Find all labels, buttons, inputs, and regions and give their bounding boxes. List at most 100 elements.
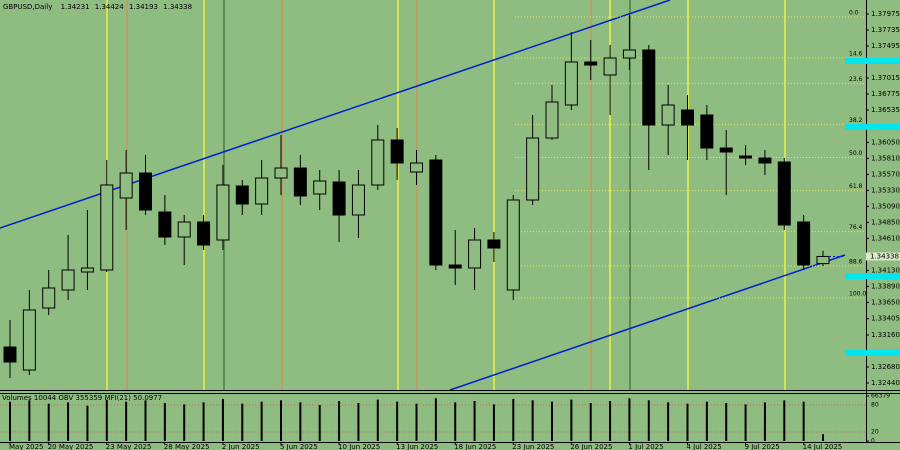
y-tick-label: 1.34610 — [871, 234, 900, 242]
candle-body — [564, 61, 578, 106]
y-tick-label: 1.33890 — [871, 282, 900, 290]
candle-body — [42, 287, 56, 309]
price-marker — [845, 273, 900, 279]
y-tick-label: 1.34850 — [871, 218, 900, 226]
y-tick-label: 1.35330 — [871, 186, 900, 194]
fib-label: 61.8 — [849, 183, 863, 190]
price-marker — [845, 124, 900, 130]
high-price: 1.34424 — [95, 3, 124, 11]
price-label-box — [866, 252, 900, 261]
fib-label: 23.6 — [849, 76, 863, 83]
fib-label: 76.4 — [849, 224, 863, 231]
y2-tick-label: 80 — [871, 402, 879, 409]
candle-body — [487, 239, 501, 249]
x-tick-label: 18 Jun 2025 — [454, 443, 496, 450]
y-tick-label: 1.35810 — [871, 154, 900, 162]
y-tick-label: 1.34130 — [871, 266, 900, 274]
y-tick-label: 1.37735 — [871, 26, 900, 34]
candle-body — [797, 221, 811, 266]
candle-body — [119, 172, 133, 199]
indicator-legend: Volumes 10044 OBV 355359 MFI(21) 50.0977 — [2, 394, 162, 402]
candle-body — [603, 57, 617, 76]
candle-body — [332, 181, 346, 216]
candle-body — [351, 184, 365, 216]
y-tick-label: 1.36775 — [871, 90, 900, 98]
x-tick-label: 2 Jun 2025 — [222, 443, 260, 450]
y-tick-label: 1.35570 — [871, 170, 900, 178]
x-tick-label: 1 Jul 2025 — [628, 443, 663, 450]
x-tick-label: 20 May 2025 — [48, 443, 94, 450]
close-price: 1.34338 — [163, 3, 192, 11]
candle-body — [700, 114, 714, 149]
y-tick-label: 1.36535 — [871, 106, 900, 114]
candle-body — [158, 211, 172, 238]
x-tick-label: 10 Jun 2025 — [338, 443, 380, 450]
candle-body — [506, 199, 520, 291]
symbol: GBPUSD,Daily — [3, 3, 52, 11]
fib-label: 14.6 — [849, 51, 863, 58]
x-tick-label: May 2025 — [9, 443, 44, 450]
fib-label: 88.6 — [849, 258, 863, 265]
x-tick-label: 23 Jun 2025 — [512, 443, 554, 450]
y-tick-label: 1.37015 — [871, 74, 900, 82]
x-tick-label: 14 Jul 2025 — [803, 443, 843, 450]
x-tick-label: 5 Jun 2025 — [280, 443, 318, 450]
candle-body — [293, 167, 307, 197]
x-tick-label: 23 May 2025 — [106, 443, 152, 450]
candle-body — [584, 61, 598, 66]
y-tick-label: 1.33405 — [871, 315, 900, 323]
candle-body — [22, 309, 36, 371]
y-tick-label: 1.32440 — [871, 379, 900, 387]
candle-body — [410, 162, 423, 173]
candle-body — [235, 185, 249, 205]
fib-label: 38.2 — [849, 117, 863, 124]
x-tick-label: 28 May 2025 — [164, 443, 210, 450]
fib-label: 100.0 — [849, 291, 866, 298]
candle-body — [642, 49, 656, 126]
x-tick-label: 9 Jul 2025 — [745, 443, 780, 450]
open-price: 1.34231 — [61, 3, 90, 11]
candle-body — [429, 159, 443, 266]
y-tick-label: 1.36050 — [871, 138, 900, 146]
candle-body — [61, 269, 75, 291]
y-tick-label: 1.37495 — [871, 42, 900, 50]
price-marker — [845, 350, 900, 356]
candle-body — [3, 346, 17, 363]
y-tick-label: 0 — [871, 438, 875, 445]
y-tick-label: 1.33650 — [871, 298, 900, 306]
candle-body — [139, 172, 152, 211]
candle-body — [177, 221, 191, 238]
candle-body — [739, 155, 753, 159]
fib-label: 50.0 — [849, 150, 863, 157]
candle-body — [390, 139, 404, 164]
y-tick-label: 1.33160 — [871, 331, 900, 339]
candle-body — [100, 184, 114, 271]
candle-body — [313, 180, 327, 195]
candle-body — [197, 221, 211, 246]
chart-header: GBPUSD,Daily 1.34231 1.34424 1.34193 1.3… — [3, 3, 192, 11]
candle-body — [216, 184, 230, 241]
candle-body — [758, 157, 772, 164]
candle-body — [468, 239, 482, 269]
candle-body — [622, 49, 636, 59]
candle-body — [371, 139, 385, 186]
y-tick-label: 1.32680 — [871, 363, 900, 371]
fib-label: 0.0 — [849, 10, 859, 17]
candle-body — [681, 109, 694, 126]
candle-body — [816, 255, 830, 265]
y-tick-label: 1.35090 — [871, 202, 900, 210]
x-tick-label: 13 Jun 2025 — [396, 443, 438, 450]
channel-line — [449, 254, 846, 391]
y2-tick-label: 20 — [871, 429, 879, 436]
candle-body — [80, 267, 94, 273]
low-price: 1.34193 — [129, 3, 158, 11]
current-price: 1.34338 — [870, 252, 899, 260]
candle-body — [255, 177, 269, 205]
candle-body — [448, 264, 462, 269]
candle-body — [777, 161, 791, 226]
candle-body — [526, 137, 540, 201]
candle-body — [545, 101, 559, 139]
candle-body — [274, 167, 288, 179]
